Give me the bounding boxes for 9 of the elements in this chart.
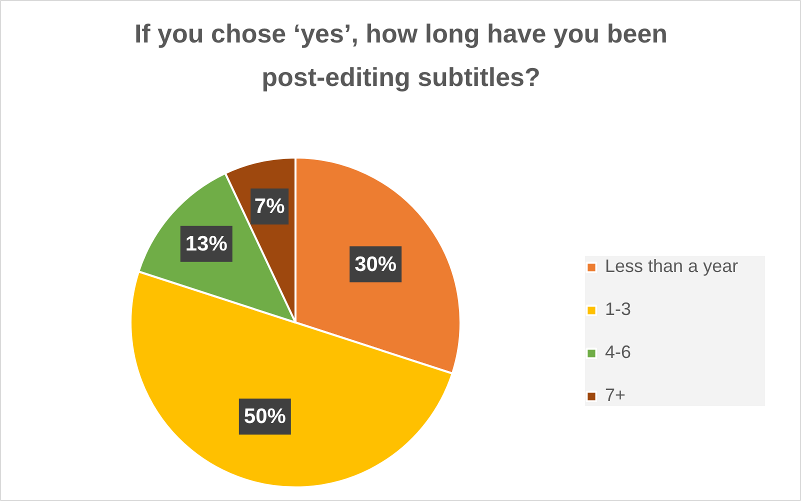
data-label: 30% <box>354 252 397 276</box>
data-label: 7% <box>254 195 286 218</box>
legend-label: 7+ <box>605 385 627 406</box>
legend-label: Less than a year <box>605 256 740 277</box>
data-label: 50% <box>244 405 286 428</box>
legend-label: 1-3 <box>605 299 632 320</box>
chart-title: If you chose ‘yes’, how long have you been post-editing subtitles? <box>134 18 668 92</box>
data-label: 13% <box>185 232 228 256</box>
legend-label: 4-6 <box>605 342 632 363</box>
